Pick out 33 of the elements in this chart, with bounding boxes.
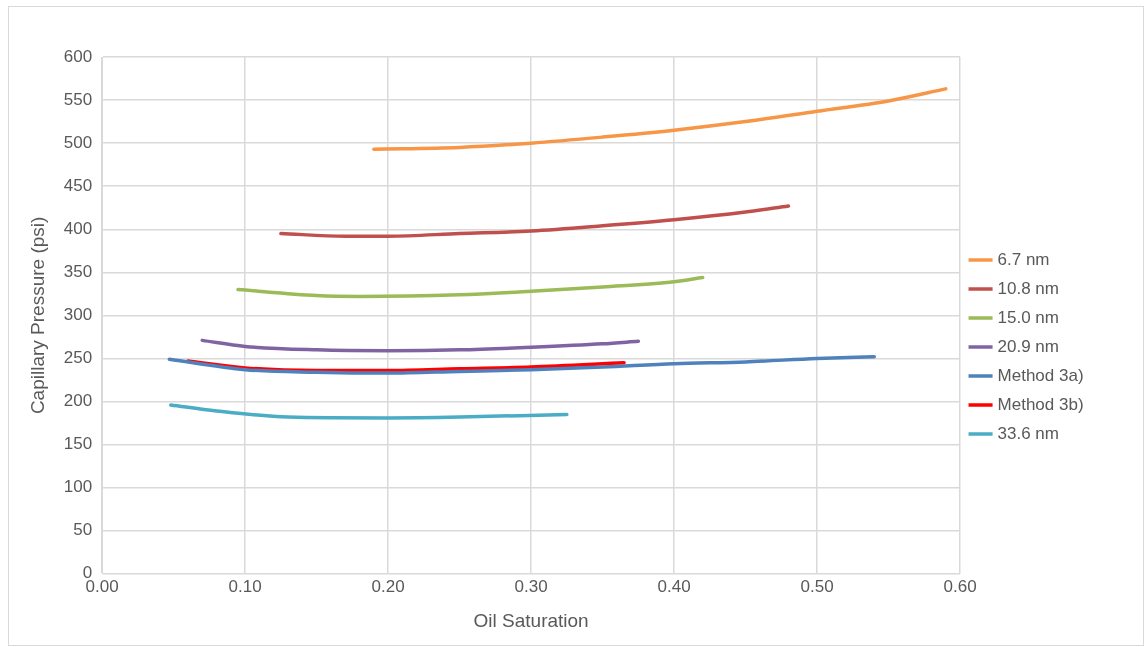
legend-label: 33.6 nm: [997, 423, 1069, 443]
line-series: [200, 338, 641, 353]
line-series: [236, 275, 705, 299]
x-tick-label: 0.50: [800, 576, 834, 596]
legend-label: 20.9 nm: [997, 336, 1069, 356]
legend-label: 6.7 nm: [997, 249, 1059, 269]
y-axis-title: Capillary Pressure (psi): [26, 216, 48, 415]
line-series: [372, 87, 948, 151]
y-tick-label: 400: [63, 218, 93, 238]
line-series: [279, 204, 791, 238]
y-tick-label: 450: [63, 175, 93, 195]
y-tick-label: 100: [63, 477, 93, 497]
x-tick-label: 0.40: [657, 576, 691, 596]
line-series: [167, 354, 877, 375]
line-series: [169, 403, 569, 420]
y-tick-label: 500: [63, 132, 93, 152]
y-tick-label: 250: [63, 348, 93, 368]
y-tick-label: 600: [63, 46, 93, 66]
y-tick-label: 50: [73, 520, 93, 540]
legend-label: Method 3a): [997, 365, 1094, 385]
x-tick-label: 0.30: [514, 576, 548, 596]
y-tick-label: 350: [63, 262, 93, 282]
y-tick-label: 200: [63, 391, 93, 411]
legend-label: 15.0 nm: [997, 307, 1069, 327]
x-tick-label: 0.10: [228, 576, 262, 596]
y-tick-label: 550: [63, 89, 93, 109]
x-tick-label: 0.20: [371, 576, 405, 596]
y-tick-label: 300: [63, 305, 93, 325]
legend-label: 10.8 nm: [997, 278, 1069, 298]
legend-label: Method 3b): [997, 394, 1094, 414]
x-axis-title: Oil Saturation: [473, 609, 589, 631]
x-tick-label: 0.60: [943, 576, 977, 596]
y-tick-label: 150: [63, 434, 93, 454]
